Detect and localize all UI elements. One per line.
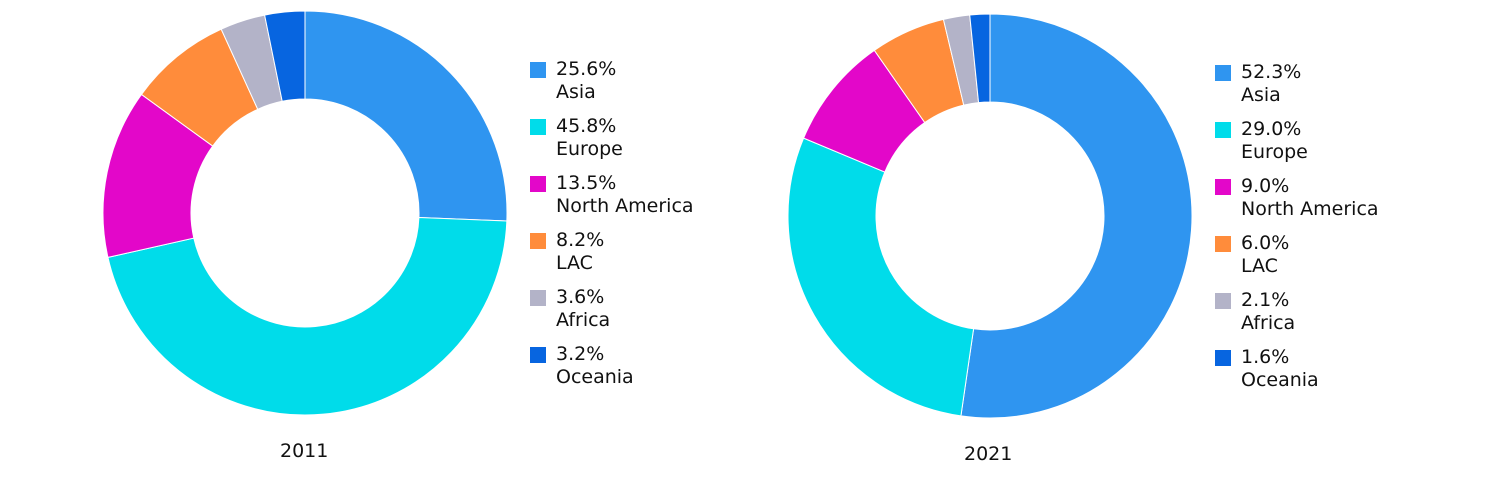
legend-value-north-america: 13.5%: [556, 172, 617, 194]
legend-swatch-north-america: [1215, 179, 1231, 195]
legend-label-africa: Africa: [1241, 312, 1296, 334]
legend-swatch-north-america: [530, 176, 546, 192]
chart-label-2011: 2011: [280, 440, 329, 462]
donut-slice-oceania: [264, 10, 306, 102]
legend-value-africa: 2.1%: [1241, 289, 1290, 311]
legend-label-north-america: North America: [1241, 198, 1379, 220]
legend-label-north-america: North America: [556, 195, 694, 217]
legend-label-lac: LAC: [1241, 255, 1278, 277]
legend-swatch-lac: [530, 233, 546, 249]
legend-value-oceania: 1.6%: [1241, 346, 1290, 368]
legend-label-oceania: Oceania: [556, 366, 634, 388]
legend-value-north-america: 9.0%: [1241, 175, 1290, 197]
donut-slice-asia: [960, 13, 1193, 419]
legend-swatch-asia: [1215, 65, 1231, 81]
legend-value-africa: 3.6%: [556, 286, 605, 308]
legend-label-europe: Europe: [1241, 141, 1308, 163]
donut-panel-2021: 52.3% Asia 29.0% Europe 9.0% North Ameri…: [740, 0, 1502, 488]
legend-swatch-europe: [1215, 122, 1231, 138]
legend-value-oceania: 3.2%: [556, 343, 605, 365]
legend-swatch-oceania: [1215, 350, 1231, 366]
legend-label-africa: Africa: [556, 309, 611, 331]
legend-swatch-africa: [530, 290, 546, 306]
legend-label-asia: Asia: [1241, 84, 1281, 106]
legend-label-europe: Europe: [556, 138, 623, 160]
donut-slice-europe: [107, 216, 508, 416]
chart-label-2021: 2021: [964, 443, 1013, 465]
legend-value-asia: 52.3%: [1241, 61, 1302, 83]
legend-label-lac: LAC: [556, 252, 593, 274]
donut-chart-2011: [102, 10, 508, 416]
donut-panel-2011: 25.6% Asia 45.8% Europe 13.5% North Amer…: [0, 0, 740, 488]
legend-value-europe: 29.0%: [1241, 118, 1302, 140]
legend-value-europe: 45.8%: [556, 115, 617, 137]
donut-slice-oceania: [969, 13, 991, 104]
donut-slice-europe: [787, 137, 975, 417]
donut-chart-2021: [787, 13, 1193, 419]
legend-swatch-africa: [1215, 293, 1231, 309]
legend-label-oceania: Oceania: [1241, 369, 1319, 391]
legend-swatch-lac: [1215, 236, 1231, 252]
donut-slice-asia: [304, 10, 508, 222]
legend-value-asia: 25.6%: [556, 58, 617, 80]
legend-swatch-europe: [530, 119, 546, 135]
legend-value-lac: 8.2%: [556, 229, 605, 251]
legend-label-asia: Asia: [556, 81, 596, 103]
legend-value-lac: 6.0%: [1241, 232, 1290, 254]
legend-swatch-oceania: [530, 347, 546, 363]
legend-swatch-asia: [530, 62, 546, 78]
